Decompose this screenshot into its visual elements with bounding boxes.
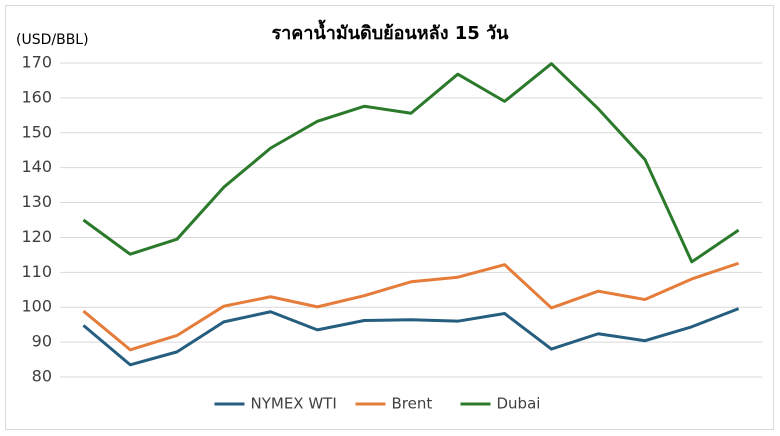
legend-label: Brent	[392, 395, 433, 413]
chart-title: ราคาน้ำมันดิบย้อนหลัง 15 วัน	[272, 19, 510, 44]
y-tick-label: 80	[32, 367, 52, 386]
line-series	[82, 261, 740, 352]
y-tick-label: 110	[21, 262, 52, 281]
chart-frame	[5, 5, 774, 430]
y-tick-label: 100	[21, 297, 52, 316]
y-axis-label: (USD/BBL)	[16, 32, 89, 48]
y-tick-label: 140	[21, 157, 52, 176]
y-tick-label: 170	[21, 53, 52, 72]
y-tick-label: 160	[21, 87, 52, 106]
legend-label: NYMEX WTI	[251, 395, 337, 413]
y-tick-label: 90	[32, 332, 52, 351]
line-series	[82, 307, 740, 367]
legend-label: Dubai	[497, 395, 541, 413]
line-series	[82, 62, 740, 264]
y-tick-label: 130	[21, 192, 52, 211]
y-tick-label: 150	[21, 122, 52, 141]
y-tick-label: 120	[21, 227, 52, 246]
